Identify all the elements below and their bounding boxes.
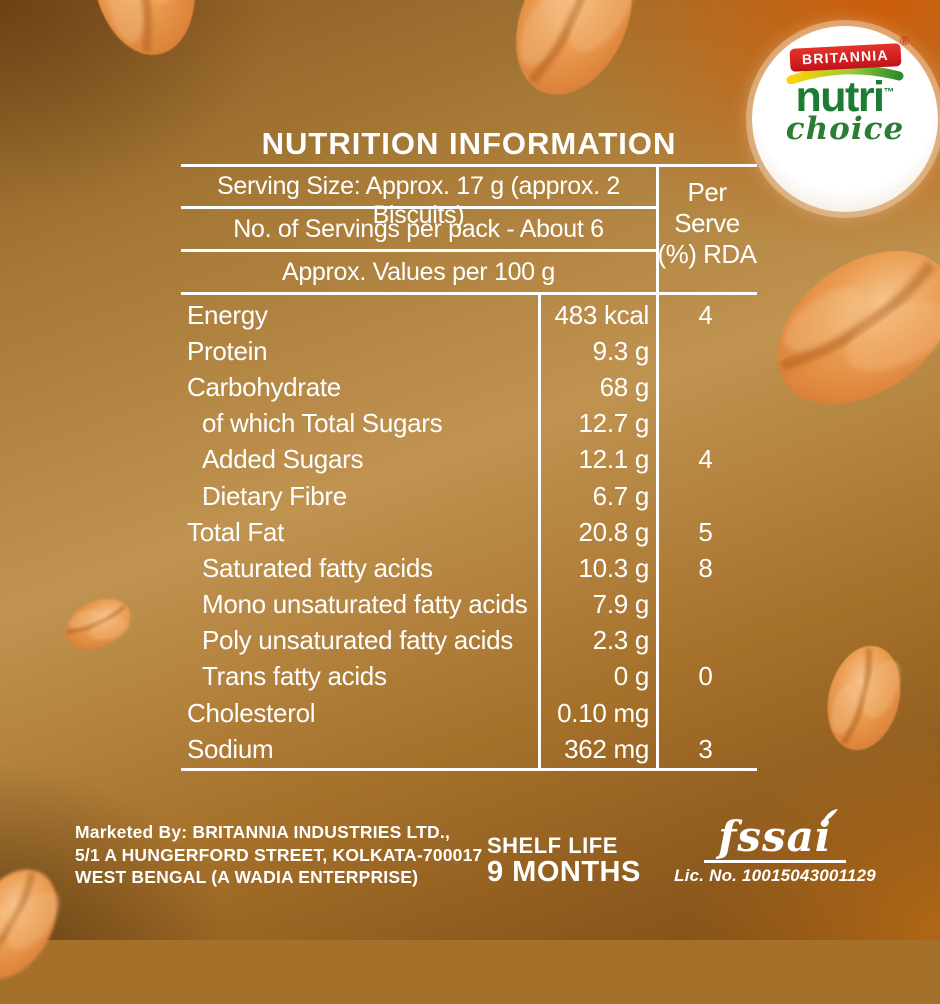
table-row-poly-unsaturated: Poly unsaturated fatty acids 2.3 g <box>202 625 649 656</box>
shelf-life-value: 9 MONTHS <box>487 856 641 889</box>
table-border-bottom <box>181 768 757 771</box>
fssai-logo: fssai <box>704 809 846 863</box>
shelf-life-label: SHELF LIFE <box>487 833 618 858</box>
nutri-wordmark: nutri™ <box>795 73 895 121</box>
table-rule <box>181 249 656 252</box>
nutrition-table-body: Energy 483 kcal 4 Protein 9.3 g Carbohydrat… <box>187 297 751 767</box>
table-row-total-sugars: of which Total Sugars 12.7 g <box>202 408 649 439</box>
table-rule <box>181 292 757 295</box>
table-row-mono-unsaturated: Mono unsaturated fatty acids 7.9 g <box>202 589 649 620</box>
table-row-cholesterol: Cholesterol 0.10 mg <box>187 697 649 728</box>
table-column-divider-rda <box>656 167 659 768</box>
leaf-swoosh-icon <box>786 66 904 84</box>
per-serve-rda-header: Per Serve (%) RDA <box>657 177 757 269</box>
table-rule <box>181 206 656 209</box>
table-row-sodium: Sodium 362 mg 3 <box>187 733 713 764</box>
britannia-wordmark: BRITANNIA <box>801 46 889 68</box>
tm-icon: ™ <box>883 86 895 99</box>
table-row-carbohydrate: Carbohydrate 68 g <box>187 371 649 402</box>
marketed-by-text: Marketed By: BRITANNIA INDUSTRIES LTD., … <box>75 822 483 887</box>
table-row-protein: Protein 9.3 g <box>187 335 649 366</box>
table-border-top <box>181 164 757 167</box>
fssai-leaf-icon <box>821 809 838 823</box>
nutrichoice-logo-badge: BRITANNIA ® nutri™ choice <box>752 26 938 212</box>
choice-wordmark: choice <box>785 110 905 147</box>
fssai-block: fssai Lic. No. 10015043001129 <box>650 809 900 886</box>
fssai-license-number: Lic. No. 10015043001129 <box>674 866 876 885</box>
table-row-dietary-fibre: Dietary Fibre 6.7 g <box>202 480 649 511</box>
servings-per-pack-row: No. of Servings per pack - About 6 <box>233 215 604 243</box>
shelf-life-block: SHELF LIFE 9 MONTHS <box>487 834 641 888</box>
table-column-divider-values <box>538 295 541 768</box>
nutrition-panel-title: NUTRITION INFORMATION <box>261 126 677 161</box>
registered-trademark-icon: ® <box>899 33 910 49</box>
serving-size-row: Serving Size: Approx. 17 g (approx. 2 Bi… <box>216 172 621 229</box>
table-row-energy: Energy 483 kcal 4 <box>187 299 713 330</box>
values-basis-row: Approx. Values per 100 g <box>281 258 556 286</box>
